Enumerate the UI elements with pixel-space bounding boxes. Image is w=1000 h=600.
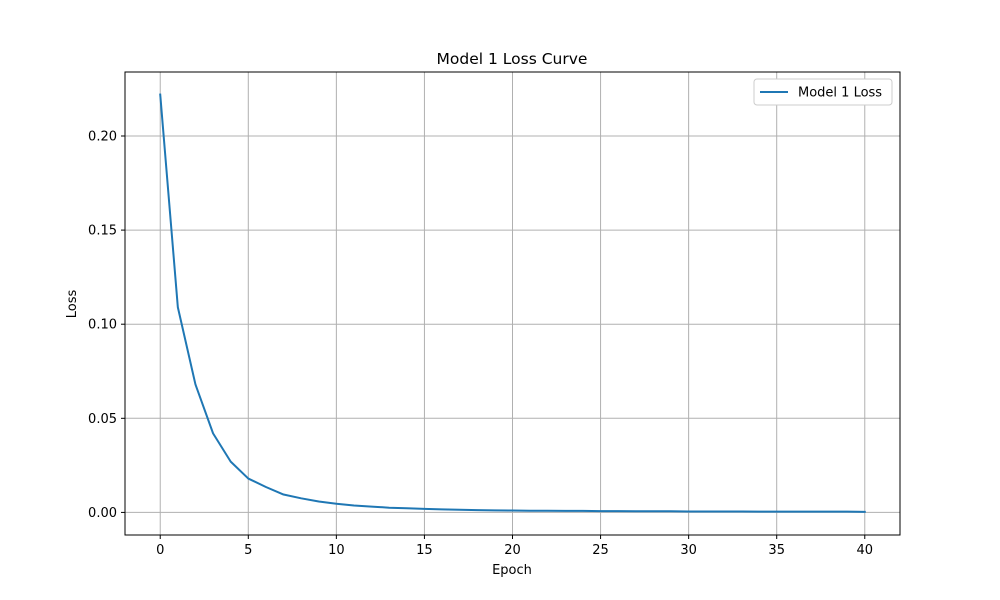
x-tick-label: 10 [328, 543, 345, 558]
data-point [864, 511, 866, 513]
data-point [353, 504, 355, 506]
x-tick-label: 15 [416, 543, 433, 558]
y-tick-label: 0.20 [88, 129, 117, 144]
y-tick-label: 0.10 [88, 318, 117, 333]
data-point [723, 510, 725, 512]
x-tick-label: 30 [680, 543, 697, 558]
series-line-model-1-loss [159, 93, 866, 513]
x-tick-label: 5 [244, 543, 252, 558]
data-point [670, 510, 672, 512]
data-point [212, 432, 214, 434]
x-tick-label: 25 [592, 543, 609, 558]
data-point [512, 510, 514, 512]
data-point [617, 510, 619, 512]
data-point [265, 486, 267, 488]
x-tick-label: 20 [504, 543, 521, 558]
series-layer [159, 93, 866, 513]
data-point [494, 509, 496, 511]
chart-title: Model 1 Loss Curve [437, 50, 588, 68]
data-point [529, 510, 531, 512]
y-axis-title: Loss [65, 290, 80, 319]
data-point [441, 508, 443, 510]
data-point [476, 509, 478, 511]
data-point [776, 511, 778, 513]
data-point [705, 510, 707, 512]
data-point [740, 510, 742, 512]
data-point [247, 478, 249, 480]
x-axis-title: Epoch [492, 563, 532, 578]
data-point [564, 510, 566, 512]
data-point [159, 94, 161, 96]
legend-label: Model 1 Loss [798, 86, 882, 101]
data-point [423, 508, 425, 510]
data-point [688, 510, 690, 512]
y-tick-label: 0.15 [88, 224, 117, 239]
data-point [600, 510, 602, 512]
data-point [459, 509, 461, 511]
data-point [230, 461, 232, 463]
data-point [318, 501, 320, 503]
data-point [547, 510, 549, 512]
data-point [793, 511, 795, 513]
data-point [811, 511, 813, 513]
legend-box [753, 78, 893, 106]
data-point [635, 510, 637, 512]
y-tick-label: 0.05 [88, 412, 117, 427]
data-point [829, 511, 831, 513]
data-point [300, 497, 302, 499]
data-point [846, 511, 848, 513]
legend: Model 1 Loss [753, 78, 893, 106]
data-point [177, 306, 179, 308]
y-tick-label: 0.00 [88, 506, 117, 521]
x-tick-label: 40 [856, 543, 873, 558]
x-tick-label: 35 [768, 543, 785, 558]
data-point [406, 507, 408, 509]
data-point [194, 383, 196, 385]
data-point [335, 503, 337, 505]
data-point [758, 511, 760, 513]
data-point [652, 510, 654, 512]
data-point [371, 506, 373, 508]
ticks: 0 5 10 15 20 25 30 35 40 0.00 0.05 0.10 0.15 0.20 [88, 129, 873, 558]
data-point [582, 510, 584, 512]
data-point [388, 507, 390, 509]
x-tick-label: 0 [156, 543, 164, 558]
data-point [283, 494, 285, 496]
